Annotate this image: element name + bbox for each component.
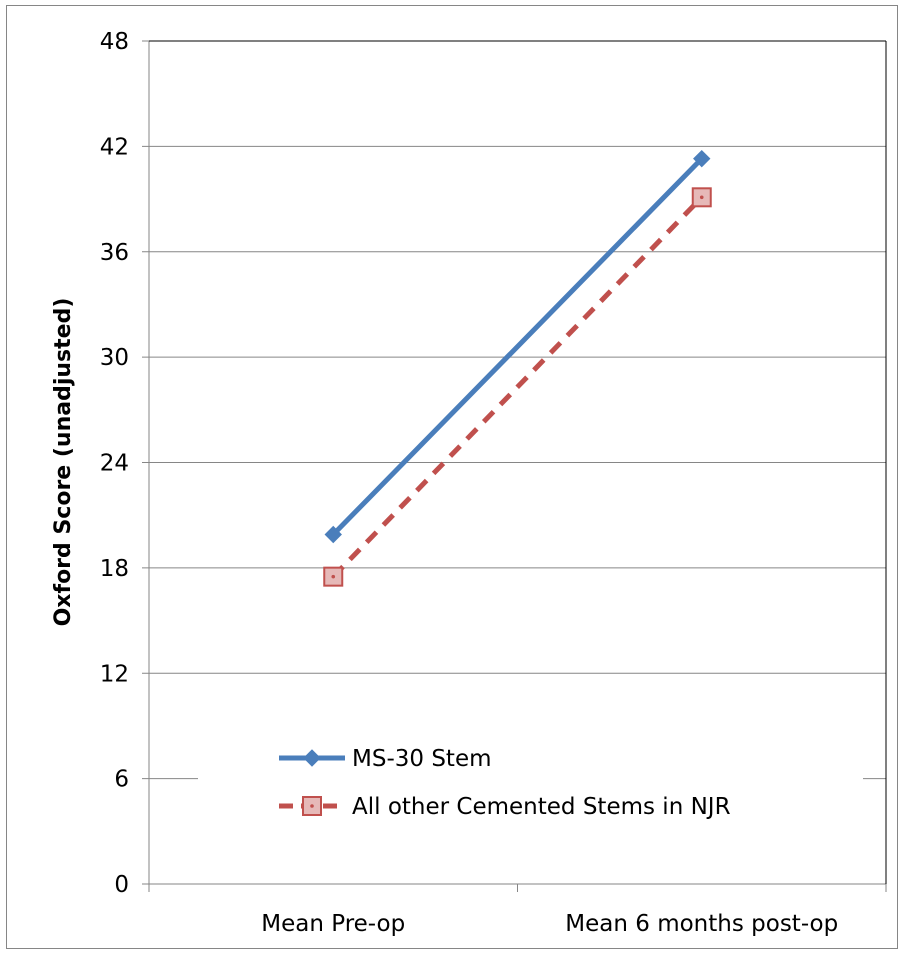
x-tick-label-0: Mean Pre-op	[261, 911, 405, 937]
legend-label-0: MS-30 Stem	[352, 746, 492, 772]
legend-marker-0	[303, 749, 321, 767]
y-tick-label-36: 36	[100, 240, 129, 266]
series-0-point-1	[693, 149, 711, 168]
y-tick-label-24: 24	[100, 451, 129, 477]
series-0-point-0	[324, 525, 342, 544]
series-1-point-0-dot	[331, 574, 336, 579]
y-tick-label-6: 6	[114, 767, 129, 793]
legend-label-1: All other Cemented Stems in NJR	[352, 794, 731, 820]
y-axis-title: Oxford Score (unadjusted)	[51, 298, 76, 627]
series-line-1	[331, 195, 704, 579]
x-tick-label-1: Mean 6 months post-op	[565, 911, 838, 937]
axes	[142, 40, 887, 892]
legend-marker-1-dot	[310, 804, 314, 808]
series-line-0	[330, 156, 705, 538]
series-group	[323, 149, 712, 587]
y-tick-label-48: 48	[100, 29, 129, 55]
series-1-point-1-dot	[699, 195, 704, 200]
y-tick-label-30: 30	[100, 345, 129, 371]
tick-labels: 0 6 12 18 24 30 36 42 48 Mean Pre-op Mean 6 months…	[100, 29, 839, 937]
y-tick-label-12: 12	[100, 661, 129, 687]
y-tick-label-0: 0	[114, 872, 129, 898]
y-tick-label-18: 18	[100, 556, 129, 582]
y-tick-label-42: 42	[100, 134, 129, 160]
legend: MS-30 Stem All other Cemented Stems in NJ…	[279, 746, 731, 820]
